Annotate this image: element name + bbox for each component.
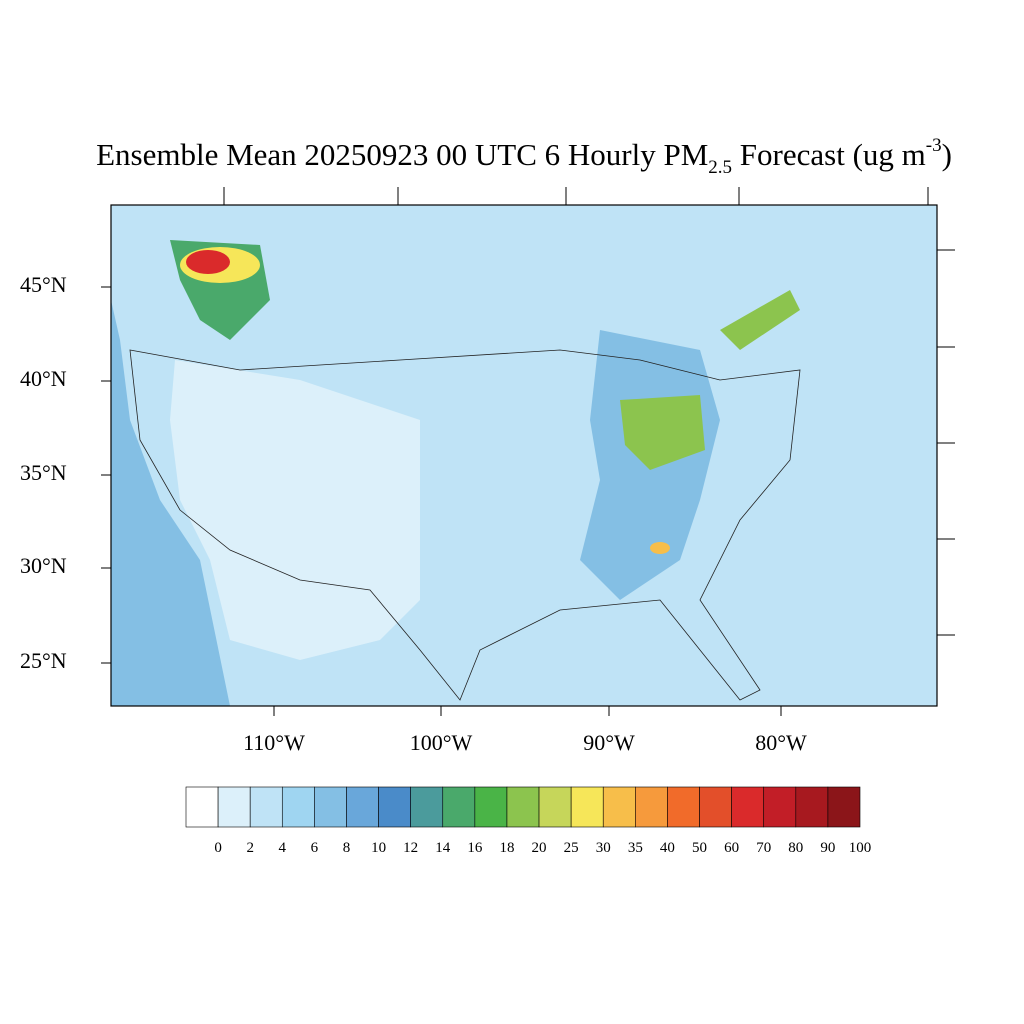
colorbar-box — [602, 786, 636, 828]
title-main: Ensemble Mean 20250923 00 UTC 6 Hourly P… — [96, 137, 708, 172]
colorbar-label: 6 — [311, 840, 319, 856]
title-middle: Forecast (ug m — [732, 137, 926, 172]
lat-label: 45°N — [20, 272, 67, 297]
colorbar-box — [763, 786, 797, 828]
colorbar-box — [827, 786, 861, 828]
colorbar-label: 16 — [467, 840, 483, 856]
map-frame — [110, 204, 938, 707]
title: Ensemble Mean 20250923 00 UTC 6 Hourly P… — [96, 135, 952, 178]
colorbar-label: 25 — [564, 840, 579, 856]
lat-label: 35°N — [20, 460, 67, 485]
colorbar-label: 30 — [596, 840, 611, 856]
colorbar-label: 10 — [371, 840, 386, 856]
colorbar-label: 100 — [849, 840, 872, 856]
colorbar-label: 70 — [756, 840, 771, 856]
colorbar-label: 90 — [820, 840, 835, 856]
colorbar-box — [506, 786, 540, 828]
colorbar-label: 0 — [214, 840, 222, 856]
southwest-clean — [170, 360, 420, 660]
colorbar-label: 18 — [499, 840, 514, 856]
colorbar-label: 40 — [660, 840, 675, 856]
colorbar-label: 60 — [724, 840, 739, 856]
colorbar-label: 4 — [279, 840, 287, 856]
colorbar-label: 80 — [788, 840, 803, 856]
colorbar-label: 14 — [435, 840, 451, 856]
colorbar-box — [635, 786, 668, 828]
colorbar-box — [795, 786, 829, 828]
colorbar-box — [474, 786, 508, 828]
lat-label: 25°N — [20, 648, 67, 673]
colorbar-box — [346, 786, 379, 828]
colorbar: 0 2 4 6 8 10 12 14 16 18 20 25 30 35 40 50 60 70 80 90 100 — [185, 786, 872, 856]
colorbar-box — [410, 786, 444, 828]
northeast-plume — [720, 290, 800, 350]
colorbar-box — [249, 786, 283, 828]
colorbar-box — [442, 786, 476, 828]
lon-label: 110°W — [243, 730, 305, 755]
pacific — [111, 205, 230, 706]
ohio-valley — [620, 395, 705, 470]
title-end: ) — [942, 137, 952, 172]
colorbar-box — [281, 786, 315, 828]
colorbar-label: 50 — [692, 840, 707, 856]
colorbar-box — [538, 786, 572, 828]
smoke-core — [186, 250, 230, 274]
title-superscript: -3 — [926, 135, 942, 156]
colorbar-box — [185, 786, 219, 828]
colorbar-label: 2 — [246, 840, 254, 856]
colorbar-box — [378, 786, 411, 828]
colorbar-box — [667, 786, 700, 828]
colorbar-box — [570, 786, 604, 828]
colorbar-box — [217, 786, 251, 828]
colorbar-box — [731, 786, 765, 828]
axes: 45°N 40°N 35°N 30°N 25°N 110°W 100°W 90°W 80°W — [20, 187, 955, 755]
title-subscript: 2.5 — [708, 157, 732, 178]
map-field — [111, 205, 937, 706]
lon-label: 90°W — [583, 730, 635, 755]
colorbar-label: 20 — [532, 840, 547, 856]
southeast-hotspot — [650, 542, 670, 554]
colorbar-label: 12 — [403, 840, 418, 856]
colorbar-box — [314, 786, 347, 828]
colorbar-label: 35 — [628, 840, 643, 856]
colorbar-label: 8 — [343, 840, 351, 856]
lat-label: 40°N — [20, 366, 67, 391]
lon-label: 80°W — [755, 730, 807, 755]
colorbar-box — [699, 786, 732, 828]
coastline — [129, 349, 801, 701]
lat-label: 30°N — [20, 553, 67, 578]
lon-label: 100°W — [410, 730, 473, 755]
